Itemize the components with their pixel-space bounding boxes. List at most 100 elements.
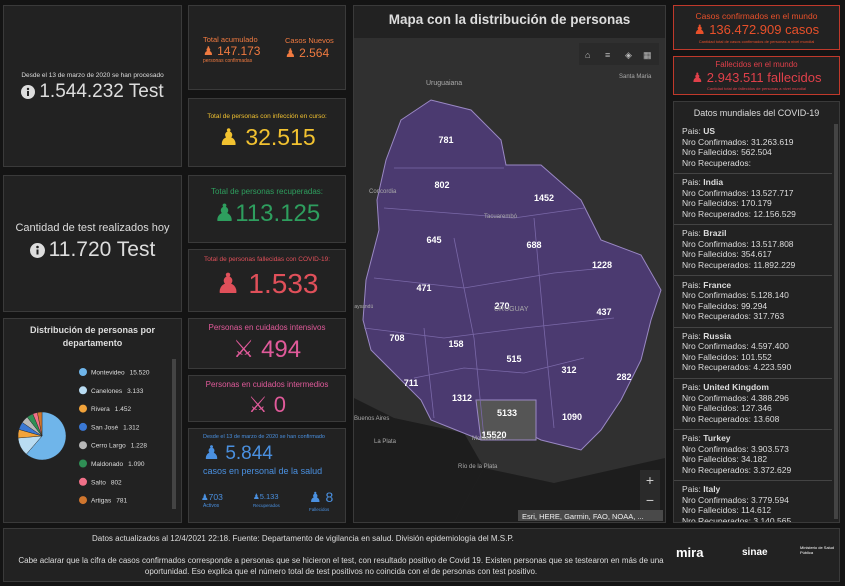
row: Nro Fallecidos: 101.552 [682, 352, 832, 363]
footer: Datos actualizados al 12/4/2021 22:18. F… [3, 528, 840, 582]
label: Pais: [682, 433, 701, 444]
value: 2.943.511 fallecidos [706, 70, 822, 85]
caption: Cantidad total de casos confirmados de p… [698, 39, 815, 44]
legend-value: 1.090 [128, 461, 145, 468]
place-label: Paysandú [354, 304, 373, 310]
value: 0 [273, 392, 287, 417]
row: Pais: Italy [682, 484, 832, 495]
intermediate-panel: Personas en cuidados intermedios ⚔ 0 [188, 375, 346, 422]
place-label: Río de la Plata [458, 464, 498, 470]
chart-title: Distribución de personas por departament… [29, 325, 156, 348]
department-count: 270 [494, 301, 509, 311]
value: 8 [325, 489, 334, 505]
value: 317.763 [753, 311, 785, 322]
note: Cabe aclarar que la cifra de casos confi… [18, 556, 664, 576]
legend-value: 1.228 [131, 443, 148, 450]
value: 11.720 Test [48, 238, 156, 261]
value: 703 [208, 492, 223, 502]
value: 13.608 [753, 413, 780, 424]
country-entry: Pais: United Kingdom Nro Confirmados: 4.3… [674, 380, 832, 430]
row: Nro Recuperados: 3.372.629 [682, 465, 832, 476]
world-deaths-panel: Fallecidos en el mundo ♟ 2.943.511 falle… [673, 56, 840, 95]
label: Nro Fallecidos: [682, 198, 739, 209]
label: Nro Confirmados: [682, 290, 749, 301]
value: 12.156.529 [753, 208, 796, 219]
legend-value: 3.133 [127, 388, 144, 395]
row: Pais: Brazil [682, 228, 832, 239]
row: Nro Confirmados: 13.527.717 [682, 188, 832, 199]
row: Nro Fallecidos: 562.504 [682, 147, 832, 158]
row: Pais: Russia [682, 331, 832, 342]
value: 3.372.629 [753, 464, 792, 475]
label: Casos Nuevos [285, 36, 334, 45]
legend-label: Rivera [91, 406, 110, 413]
active-panel: Total de personas con infección en curso… [188, 98, 346, 167]
department-count: 1090 [562, 412, 582, 422]
label: Activos [203, 503, 220, 509]
row: Nro Recuperados: 12.156.529 [682, 209, 832, 220]
label: Nro Confirmados: [682, 187, 749, 198]
label: Pais: [682, 228, 701, 239]
label: Nro Recuperados: [682, 362, 751, 373]
value: Italy [703, 484, 721, 495]
label: Nro Recuperados: [682, 515, 751, 523]
label: Nro Fallecidos: [682, 147, 739, 157]
svg-text:⌂: ⌂ [585, 50, 590, 60]
label: Nro Confirmados: [682, 136, 749, 147]
value: 147.173 [217, 44, 261, 58]
label: Recuperados [253, 503, 280, 508]
label: Nro Fallecidos: [682, 249, 739, 260]
department-count: 688 [526, 240, 541, 250]
row: Pais: United Kingdom [682, 382, 832, 393]
label: Nro Fallecidos: [682, 300, 739, 311]
row: Nro Fallecidos: 354.617 [682, 249, 832, 260]
caption: Cantidad de test realizados hoy [15, 222, 170, 234]
scrollbar[interactable] [834, 124, 838, 519]
value: 2.564 [299, 46, 330, 60]
label: Nro Fallecidos: [682, 403, 739, 413]
caption: personas confirmadas [203, 58, 253, 64]
department-count: 802 [434, 180, 449, 190]
label: Nro Confirmados: [682, 494, 749, 505]
country-entry: Pais: France Nro Confirmados: 5.128.140 Nr… [674, 278, 832, 328]
place-label: URUGUAY [494, 306, 529, 313]
row: Nro Recuperados: 4.223.590 [682, 362, 832, 373]
value: 170.179 [741, 198, 772, 209]
zoom-controls[interactable]: +− [640, 470, 660, 510]
label: Nro Fallecidos: [682, 351, 739, 362]
legend-swatch [79, 496, 87, 505]
legend-label: Artigas [91, 498, 112, 505]
scrollbar[interactable] [172, 359, 176, 509]
row: Pais: US [682, 126, 832, 137]
svg-text:◈: ◈ [625, 50, 632, 60]
department-count: 708 [389, 333, 404, 343]
row: Nro Recuperados: 317.763 [682, 311, 832, 322]
label: Nro Fallecidos: [682, 454, 739, 465]
label: Pais: [682, 330, 701, 341]
svg-text:+: + [646, 472, 654, 488]
svg-text:▦: ▦ [643, 50, 652, 60]
place-label: Tacuarembó [484, 214, 518, 220]
legend-swatch [79, 404, 87, 413]
caption: Desde el 13 de marzo de 2020 se han conf… [203, 434, 325, 440]
pie-slice [37, 411, 43, 437]
deaths-panel: Total de personas fallecidas con COVID-1… [188, 249, 346, 312]
country-entry: Pais: US Nro Confirmados: 31.263.619 Nro F… [674, 124, 832, 174]
country-entry: Pais: India Nro Confirmados: 13.527.717 Nr… [674, 175, 832, 226]
department-count: 282 [616, 372, 631, 382]
label: Pais: [682, 126, 701, 136]
legend-value: 1.312 [123, 424, 140, 431]
value: Brazil [703, 228, 727, 239]
label: Nro Confirmados: [682, 443, 749, 454]
legend-label: Canelones [91, 388, 123, 395]
row: Nro Confirmados: 3.903.573 [682, 444, 832, 455]
value: 3.140.565 [753, 515, 792, 523]
value: 13.517.808 [750, 238, 794, 249]
logo-sinae: sinae [742, 547, 768, 558]
label: Nro Confirmados: [682, 238, 749, 249]
label: Fallecidos [309, 507, 330, 512]
subtitle: casos en personal de la salud [203, 466, 323, 476]
row: Nro Fallecidos: 170.179 [682, 198, 832, 209]
country-entry: Pais: Brazil Nro Confirmados: 13.517.808 N… [674, 226, 832, 277]
